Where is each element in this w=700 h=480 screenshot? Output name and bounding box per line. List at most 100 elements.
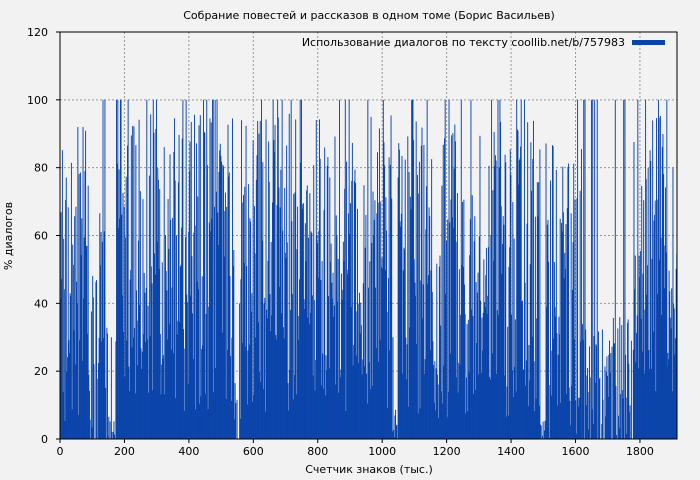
bar <box>315 120 317 440</box>
bar <box>298 340 300 439</box>
bar <box>657 99 659 439</box>
bar <box>361 374 363 439</box>
bar <box>208 222 210 439</box>
bar <box>134 327 136 439</box>
bar <box>382 99 384 439</box>
bar <box>618 428 620 439</box>
bar <box>195 409 197 439</box>
bar <box>415 121 417 440</box>
bar <box>88 374 90 439</box>
x-tick-label: 200 <box>114 445 135 458</box>
bar <box>288 113 290 439</box>
bar <box>497 99 499 439</box>
bar <box>465 377 467 439</box>
bar <box>362 283 364 439</box>
bar <box>556 333 558 439</box>
bar <box>622 398 624 439</box>
bar <box>205 313 207 439</box>
bar <box>675 268 677 439</box>
bar <box>411 99 413 439</box>
bar <box>351 180 353 439</box>
bar <box>412 99 414 439</box>
bar <box>330 243 332 439</box>
bar <box>174 180 176 439</box>
bar <box>140 348 142 439</box>
bar <box>488 165 490 439</box>
bar <box>516 99 518 439</box>
bar <box>614 99 616 439</box>
bar <box>637 99 639 439</box>
bar <box>137 320 139 439</box>
bar <box>435 410 436 439</box>
bar <box>456 377 458 439</box>
bar <box>446 417 448 439</box>
bar <box>453 228 455 439</box>
bar <box>421 127 423 439</box>
bar <box>282 230 284 439</box>
bar <box>496 373 498 439</box>
bar <box>356 311 358 439</box>
bar <box>210 231 212 439</box>
bar <box>63 289 65 439</box>
bar <box>615 386 617 439</box>
bar <box>426 186 427 439</box>
bar <box>490 234 492 439</box>
bar <box>99 213 101 439</box>
bar <box>639 250 641 439</box>
bar <box>270 241 272 439</box>
bar <box>593 335 595 439</box>
bar <box>591 409 593 439</box>
bar <box>607 375 609 439</box>
bar <box>211 218 213 439</box>
bar <box>275 339 277 439</box>
bar <box>200 396 202 439</box>
bar <box>132 125 134 440</box>
bar <box>484 302 485 439</box>
bar <box>374 200 376 439</box>
bar <box>119 218 121 439</box>
bar <box>226 206 228 439</box>
bar <box>130 270 132 439</box>
bar <box>553 261 555 439</box>
bar <box>337 301 339 439</box>
bar <box>513 397 514 439</box>
bar <box>375 348 377 439</box>
bar <box>177 182 179 440</box>
x-tick-label: 1200 <box>433 445 461 458</box>
bar <box>476 292 478 439</box>
bar <box>559 218 561 439</box>
bar <box>425 229 427 439</box>
bar <box>431 159 433 439</box>
bar <box>469 219 471 439</box>
bar <box>654 215 656 439</box>
bar <box>127 99 129 439</box>
bar <box>422 318 424 439</box>
bar <box>432 341 434 439</box>
bar <box>655 390 657 439</box>
bar <box>202 345 204 439</box>
bar <box>365 214 367 439</box>
bar <box>201 349 203 439</box>
bar <box>667 359 669 439</box>
bar <box>509 247 511 439</box>
bar <box>650 368 652 439</box>
bar <box>68 340 70 439</box>
bar <box>70 295 72 439</box>
x-tick-label: 1600 <box>562 445 590 458</box>
bar <box>666 99 668 439</box>
bar <box>372 191 374 439</box>
bar <box>277 117 279 440</box>
x-tick-label: 400 <box>178 445 199 458</box>
bar <box>203 131 205 439</box>
bar <box>357 363 359 439</box>
bar <box>673 308 675 439</box>
bar <box>449 353 451 439</box>
bar <box>116 99 118 439</box>
bar <box>427 275 429 439</box>
bar <box>257 322 259 439</box>
bar <box>527 122 529 439</box>
bar <box>367 99 369 439</box>
bar <box>489 376 491 439</box>
bar <box>331 298 333 439</box>
bar <box>78 415 79 439</box>
